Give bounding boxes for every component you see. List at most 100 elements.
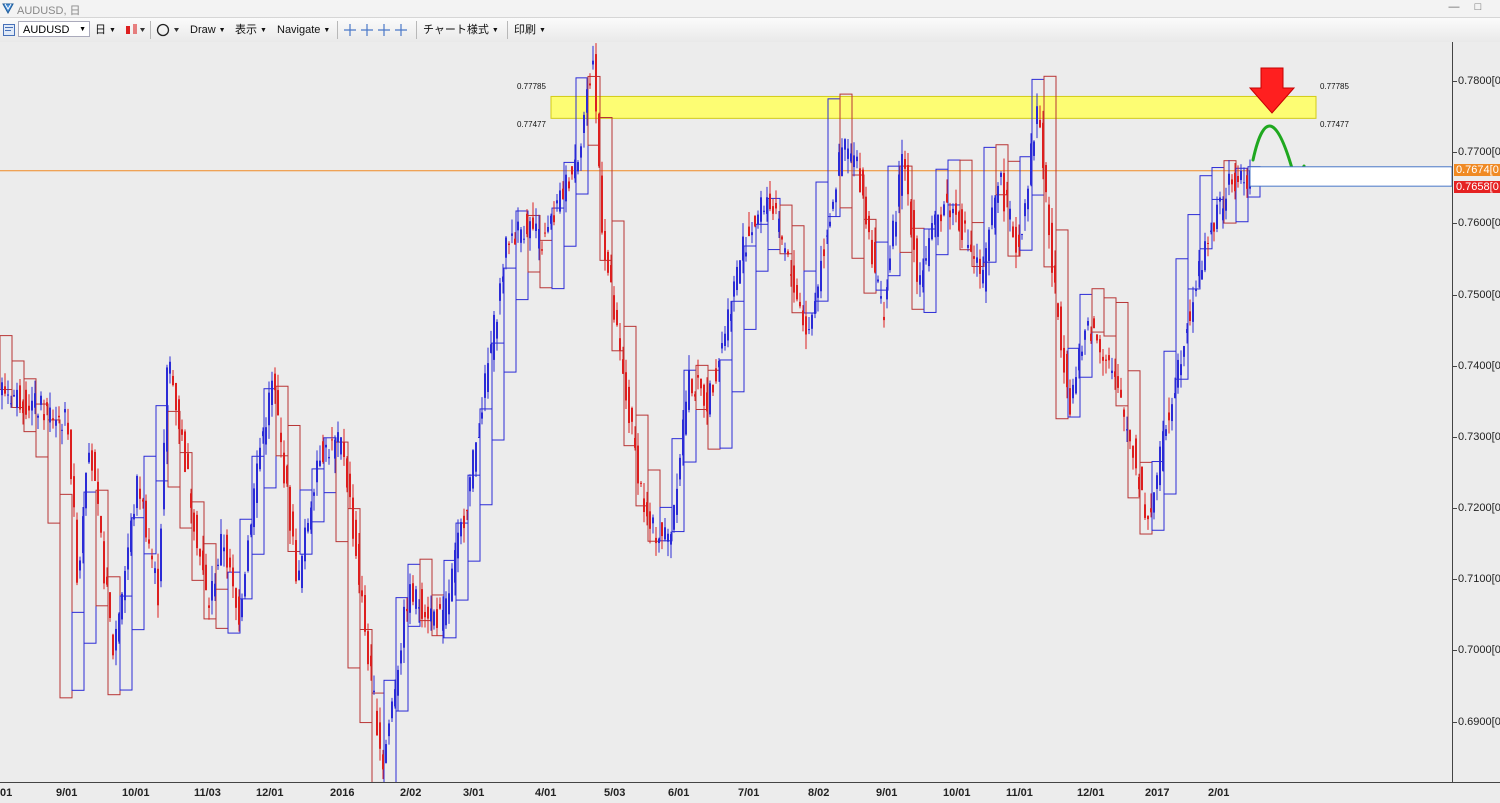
bear-candle: [151, 555, 153, 560]
bull-candle: [1198, 261, 1200, 277]
chart-canvas[interactable]: [0, 42, 1452, 782]
price-axis[interactable]: 0.7800[0 0.7700[0 0.7600[0 0.7500[0 0.7400[0…: [1452, 42, 1500, 782]
symbol-value: AUDUSD: [23, 24, 70, 36]
draw-menu[interactable]: Draw ▼: [190, 21, 226, 39]
bull-candle: [877, 279, 879, 282]
bear-candle: [295, 540, 297, 582]
bull-candle: [670, 534, 672, 545]
bull-weekly-box: [1175, 258, 1189, 380]
price-tick: [1453, 721, 1457, 723]
bear-candle: [622, 359, 624, 374]
bear-candle: [1090, 333, 1092, 341]
bull-candle: [136, 476, 138, 509]
bull-candle: [688, 370, 690, 410]
bull-candle: [121, 593, 123, 620]
bear-candle: [805, 316, 807, 335]
bear-candle: [610, 265, 612, 283]
bull-candle: [664, 527, 666, 540]
bear-candle: [283, 452, 285, 484]
bear-candle: [1099, 339, 1101, 353]
bear-candle: [913, 210, 915, 250]
bull-candle: [565, 174, 567, 202]
symbol-select[interactable]: AUDUSD ▼: [18, 21, 90, 37]
bear-candle: [1015, 226, 1017, 253]
view-menu[interactable]: 表示 ▼: [235, 21, 267, 39]
time-tick-label: 7/01: [738, 787, 760, 799]
bull-weekly-box: [563, 161, 577, 247]
bull-candle: [256, 463, 258, 503]
bull-candle: [850, 153, 852, 162]
bear-candle: [598, 113, 600, 167]
bear-candle: [508, 243, 510, 245]
candle-style-icon[interactable]: [124, 23, 146, 41]
bear-candle: [226, 534, 228, 568]
bull-candle: [409, 584, 411, 613]
bull-candle: [721, 343, 723, 349]
bull-weekly-box: [1019, 156, 1033, 251]
bull-candle: [496, 321, 498, 339]
bear-candle: [1012, 226, 1014, 237]
time-tick-label: 2/02: [400, 787, 422, 799]
bear-candle: [1213, 223, 1215, 232]
bull-candle: [499, 283, 501, 301]
bear-weekly-box: [1103, 297, 1117, 337]
bull-candle: [658, 538, 660, 544]
time-tick-label: 01: [0, 787, 13, 799]
price-tick-label: 0.7300[0: [1458, 430, 1500, 443]
bear-candle: [178, 399, 180, 430]
price-tick-label: 0.7600[0: [1458, 217, 1500, 230]
bear-candle: [691, 379, 693, 394]
minimize-button[interactable]: —: [1448, 1, 1460, 13]
price-tag: 0.7658[0: [1454, 181, 1500, 194]
bear-candle: [73, 476, 75, 508]
bull-weekly-box: [395, 597, 409, 712]
bull-candle: [673, 504, 675, 530]
chevron-down-icon: ▼: [79, 26, 86, 33]
bull-candle: [166, 367, 168, 452]
bull-candle: [829, 221, 831, 227]
bull-candle: [1228, 173, 1230, 185]
bull-candle: [61, 429, 63, 431]
bull-weekly-box: [671, 438, 685, 533]
price-tick-label: 0.6900[0: [1458, 715, 1500, 728]
bear-candle: [142, 499, 144, 502]
time-tick-label: 2/01: [1208, 787, 1230, 799]
bear-candle: [67, 422, 69, 435]
bear-candle: [370, 655, 372, 667]
time-axis[interactable]: 01 9/01 10/01 11/03 12/01 2016 2/02 3/01 4/01 5/0…: [0, 782, 1500, 803]
chart-style-menu[interactable]: チャート様式 ▼: [423, 21, 499, 39]
crosshair-icon: [395, 24, 407, 36]
print-menu[interactable]: 印刷 ▼: [514, 21, 546, 39]
bear-candle: [1039, 120, 1041, 128]
bull-candle: [682, 419, 684, 456]
timeframe-dropdown[interactable]: 日 ▼: [95, 21, 116, 39]
bull-candle: [838, 152, 840, 176]
print-label: 印刷: [514, 24, 536, 36]
bull-candle: [535, 223, 537, 231]
bear-candle: [46, 402, 48, 407]
bear-candle: [604, 231, 606, 261]
bull-candle: [757, 214, 759, 225]
bear-candle: [466, 509, 468, 512]
circle-tool-icon[interactable]: [156, 23, 182, 41]
crosshair-tools[interactable]: [343, 22, 411, 40]
bear-candle: [187, 453, 189, 470]
bear-candle: [868, 215, 870, 233]
time-tick-label: 10/01: [943, 787, 971, 799]
bear-candle: [616, 309, 618, 326]
bear-candle: [91, 450, 93, 471]
bear-candle: [859, 168, 861, 193]
bull-weekly-box: [1187, 214, 1201, 290]
bull-candle: [556, 200, 558, 204]
bear-candle: [1051, 222, 1053, 273]
bull-candle: [580, 146, 582, 158]
navigate-menu[interactable]: Navigate ▼: [277, 21, 330, 39]
bear-candle: [1231, 179, 1233, 185]
price-tick-label: 0.7800[0: [1458, 75, 1500, 88]
bear-candle: [112, 634, 114, 656]
bull-candle: [394, 689, 396, 707]
maximize-button[interactable]: □: [1474, 1, 1482, 13]
time-tick-label: 11/01: [1006, 787, 1033, 799]
chart-window-icon[interactable]: [3, 24, 15, 36]
price-chart[interactable]: 0.77785 0.77477 0.77785 0.77477: [0, 42, 1452, 782]
